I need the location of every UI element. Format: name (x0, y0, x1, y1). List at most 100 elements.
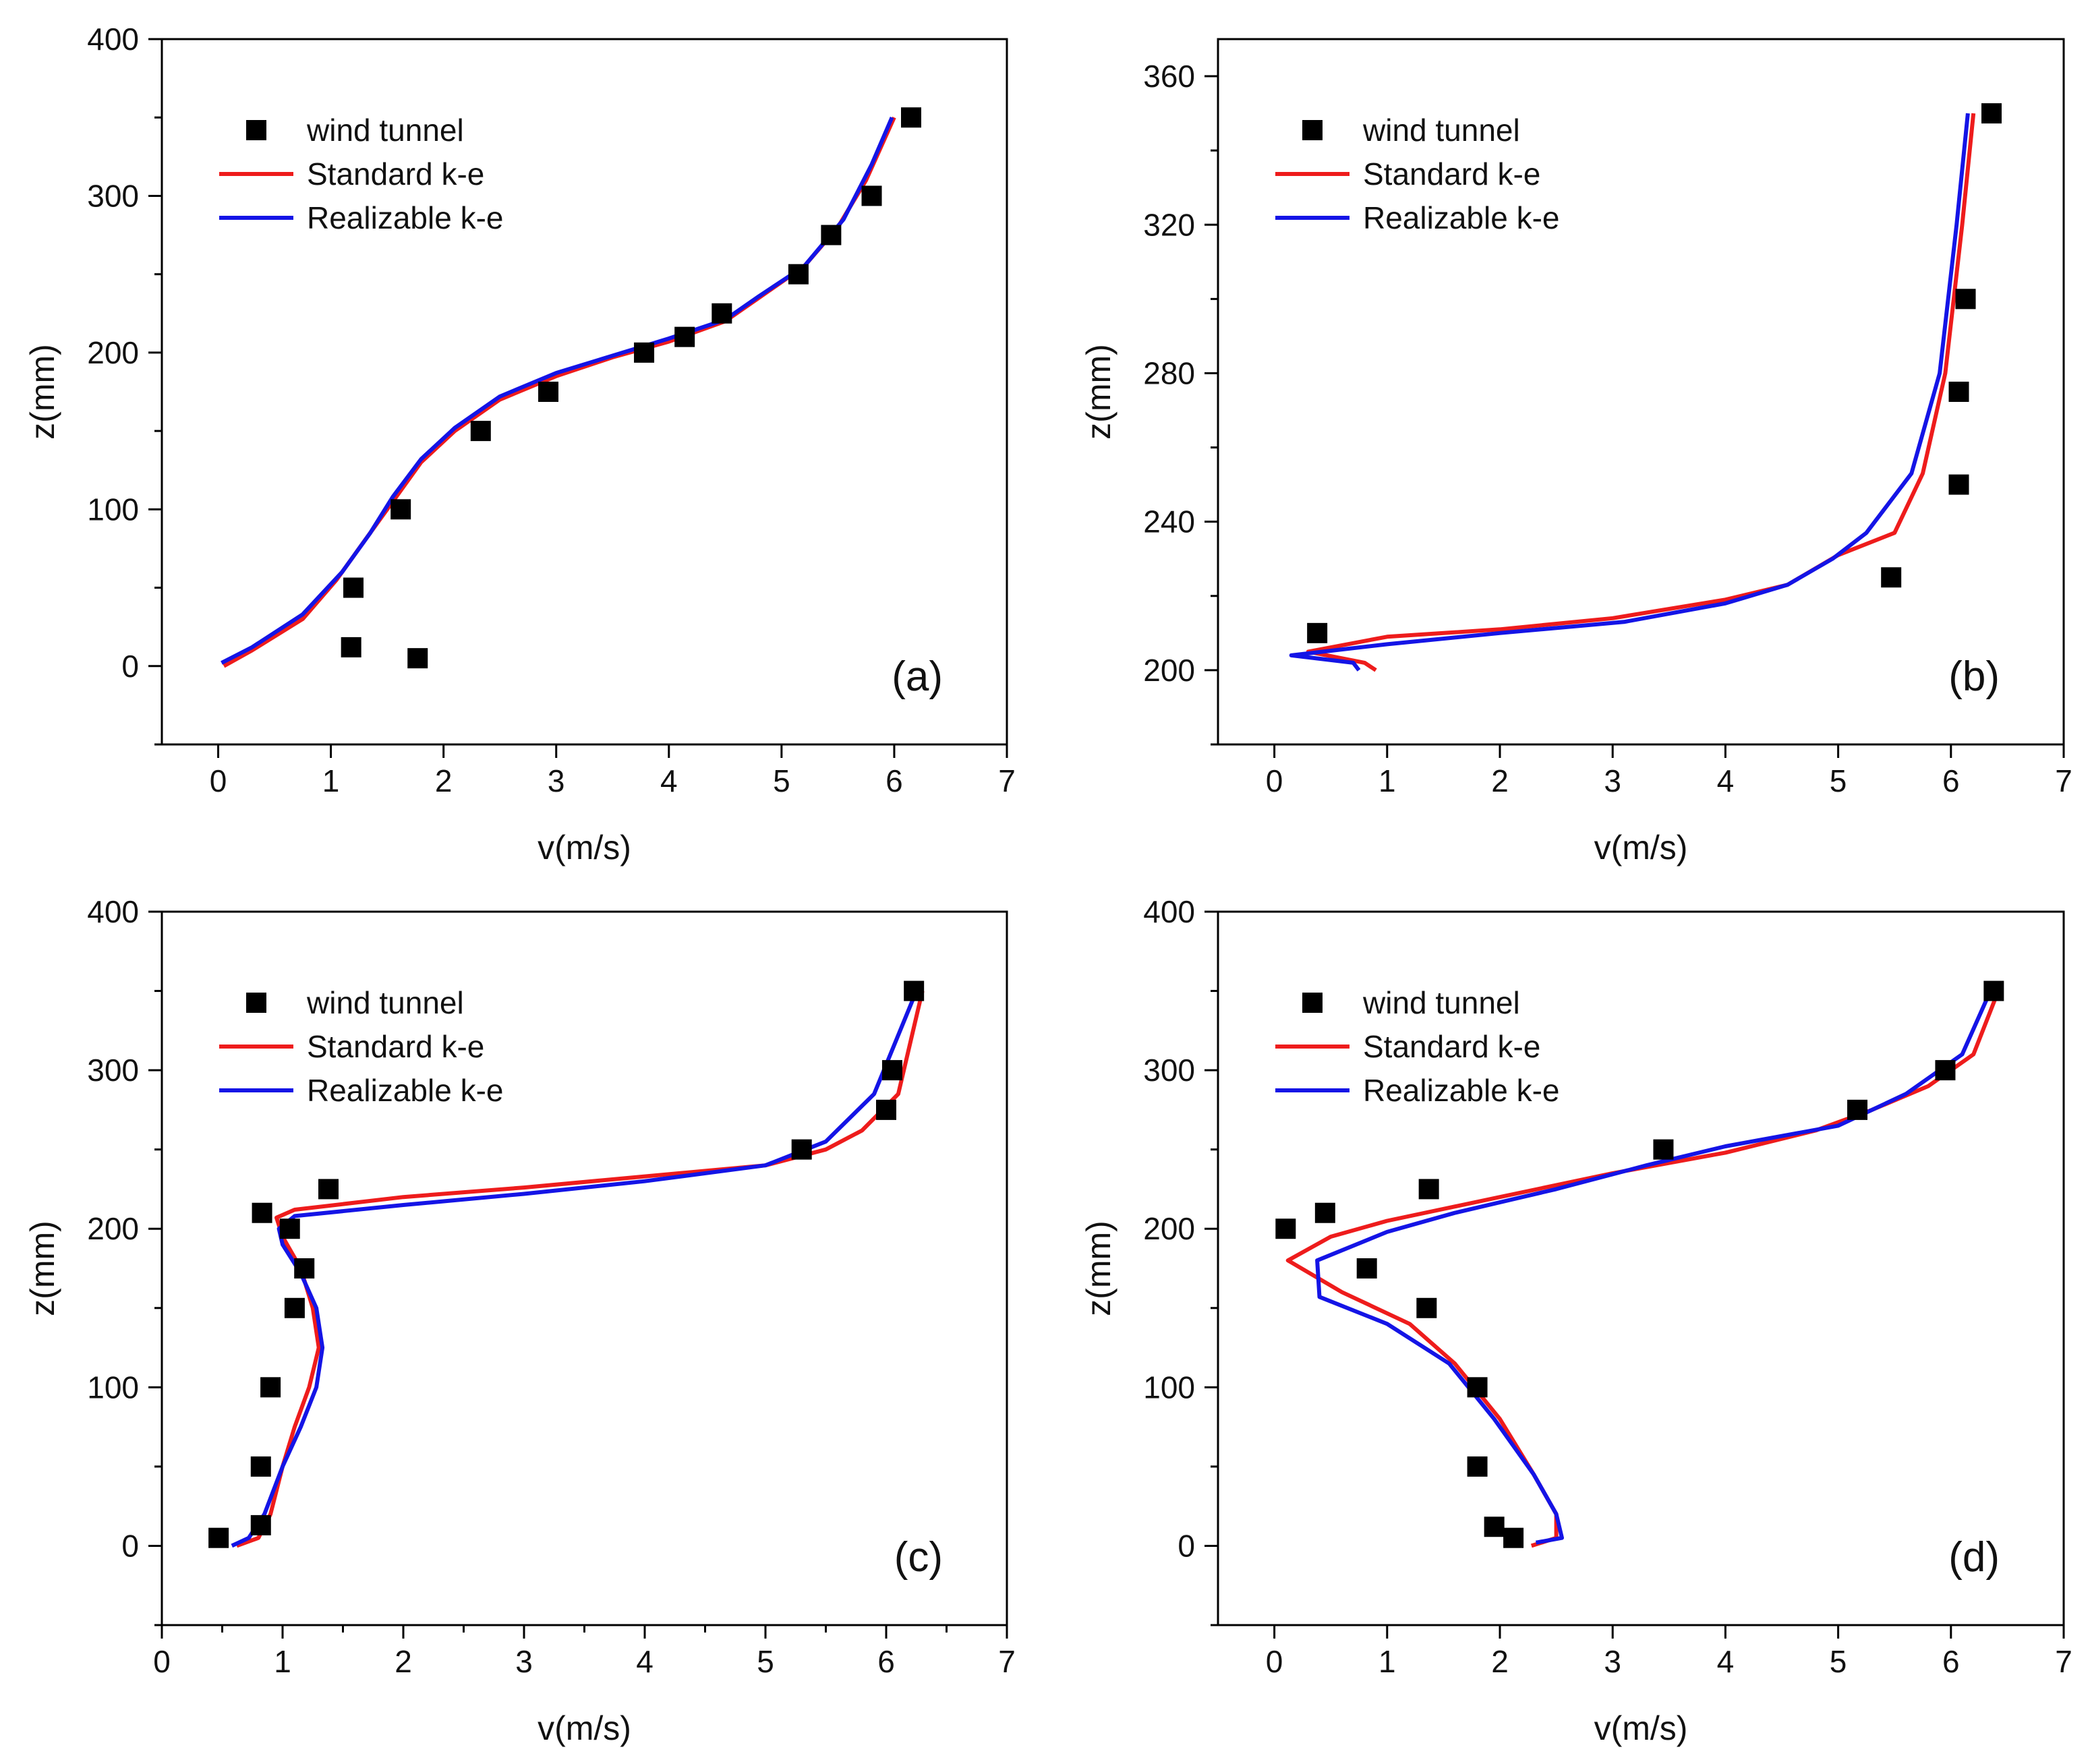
x-tick-label: 3 (1604, 1644, 1621, 1679)
y-axis-label: z(mm) (24, 344, 61, 440)
legend-label: wind tunnel (1362, 113, 1520, 148)
data-point-wind-tunnel (1356, 1258, 1377, 1278)
y-tick-label: 100 (1143, 1370, 1195, 1405)
legend-label: wind tunnel (1362, 985, 1520, 1020)
legend-label: Realizable k-e (307, 1073, 503, 1108)
data-point-wind-tunnel (250, 1515, 271, 1535)
legend-label: Standard k-e (1363, 156, 1540, 192)
data-point-wind-tunnel (1418, 1179, 1439, 1200)
legend-label: Realizable k-e (1363, 200, 1559, 235)
y-tick-label: 200 (1143, 1211, 1195, 1246)
x-tick-label: 7 (998, 1644, 1016, 1679)
y-tick-label: 360 (1143, 59, 1195, 94)
legend-label: wind tunnel (306, 113, 464, 148)
data-point-wind-tunnel (318, 1179, 339, 1200)
y-tick-label: 200 (1143, 653, 1195, 688)
legend-label: Realizable k-e (1363, 1073, 1559, 1108)
data-point-wind-tunnel (538, 382, 559, 402)
x-tick-label: 4 (1717, 763, 1735, 798)
data-point-wind-tunnel (1416, 1297, 1437, 1318)
series-line-realizable-k-e (1289, 113, 1970, 672)
plot-frame (161, 38, 1008, 746)
y-axis-label: z(mm) (1080, 1221, 1117, 1316)
data-point-wind-tunnel (407, 648, 428, 669)
data-point-wind-tunnel (1935, 1060, 1956, 1081)
x-axis-label: v(m/s) (538, 1709, 631, 1747)
legend-marker-wind-tunnel (246, 120, 266, 140)
series-line-standard-k-e (1306, 113, 1976, 672)
y-tick-label: 300 (87, 1053, 139, 1088)
x-tick-label: 2 (1491, 1644, 1509, 1679)
chart-panel-4: 0 1 2 3 4 5 6 7 0 100 200 300 400 v(m/s) z(mm) (d) wind … (1080, 894, 2072, 1747)
panel-label: (a) (892, 653, 943, 700)
y-tick-label: 300 (1143, 1053, 1195, 1088)
data-point-wind-tunnel (284, 1297, 305, 1318)
plot-frame (1217, 38, 2065, 746)
legend-label: Standard k-e (307, 156, 484, 192)
data-point-wind-tunnel (1467, 1456, 1488, 1477)
data-point-wind-tunnel (1314, 1202, 1335, 1223)
data-point-wind-tunnel (1955, 289, 1976, 310)
x-tick-label: 0 (153, 1644, 171, 1679)
x-tick-label: 6 (1942, 763, 1960, 798)
legend-marker-wind-tunnel (1302, 120, 1323, 140)
legend-marker-wind-tunnel (246, 993, 266, 1013)
legend-label: wind tunnel (306, 985, 464, 1020)
x-axis-label: v(m/s) (538, 829, 631, 866)
x-tick-label: 6 (877, 1644, 895, 1679)
data-point-wind-tunnel (1484, 1517, 1505, 1537)
data-point-wind-tunnel (1948, 474, 1969, 495)
y-tick-label: 400 (87, 22, 139, 57)
series-line-realizable-k-e (1315, 990, 1993, 1545)
data-point-wind-tunnel (788, 264, 809, 285)
y-tick-label: 0 (121, 1528, 139, 1563)
data-point-wind-tunnel (1847, 1099, 1868, 1120)
data-point-wind-tunnel (1307, 622, 1328, 643)
x-tick-label: 0 (1266, 763, 1283, 798)
data-point-wind-tunnel (390, 499, 411, 520)
panel-label: (b) (1948, 653, 2000, 700)
y-tick-label: 400 (87, 894, 139, 929)
x-tick-label: 5 (757, 1644, 774, 1679)
x-tick-label: 6 (1942, 1644, 1960, 1679)
data-point-wind-tunnel (341, 637, 361, 657)
y-tick-label: 0 (1178, 1528, 1195, 1563)
x-tick-label: 1 (274, 1644, 291, 1679)
data-point-wind-tunnel (674, 326, 695, 347)
data-point-wind-tunnel (900, 107, 921, 128)
data-point-wind-tunnel (1881, 567, 1902, 588)
x-axis-label: v(m/s) (1594, 829, 1688, 866)
x-tick-label: 4 (1717, 1644, 1735, 1679)
x-tick-label: 5 (1830, 1644, 1847, 1679)
x-tick-label: 2 (1491, 763, 1509, 798)
x-tick-label: 3 (1604, 763, 1621, 798)
chart-panel-2: 0 1 2 3 4 5 6 7 200 240 280 320 360 v(m/s) z(mm) (b) win… (1080, 38, 2072, 866)
y-tick-label: 300 (87, 178, 139, 213)
legend-marker-wind-tunnel (1302, 993, 1323, 1013)
series-line-realizable-k-e (221, 117, 894, 665)
data-point-wind-tunnel (904, 980, 925, 1001)
x-tick-label: 6 (886, 763, 903, 798)
data-point-wind-tunnel (821, 225, 842, 245)
x-tick-label: 7 (2055, 763, 2072, 798)
panel-label: (d) (1948, 1534, 2000, 1581)
x-axis-label: v(m/s) (1594, 1709, 1688, 1747)
x-tick-label: 7 (998, 763, 1016, 798)
data-point-wind-tunnel (294, 1258, 315, 1278)
data-point-wind-tunnel (1275, 1218, 1296, 1239)
data-point-wind-tunnel (1981, 103, 2002, 124)
x-tick-label: 2 (435, 763, 453, 798)
x-tick-label: 0 (210, 763, 227, 798)
y-tick-label: 100 (87, 1370, 139, 1405)
x-tick-label: 3 (515, 1644, 533, 1679)
data-point-wind-tunnel (252, 1202, 272, 1223)
data-point-wind-tunnel (1467, 1377, 1488, 1398)
panel-label: (c) (894, 1534, 943, 1581)
y-tick-label: 100 (87, 492, 139, 527)
data-point-wind-tunnel (250, 1456, 271, 1477)
data-point-wind-tunnel (634, 342, 655, 363)
y-tick-label: 400 (1143, 894, 1195, 929)
x-tick-label: 1 (1378, 763, 1396, 798)
data-point-wind-tunnel (1503, 1527, 1524, 1548)
